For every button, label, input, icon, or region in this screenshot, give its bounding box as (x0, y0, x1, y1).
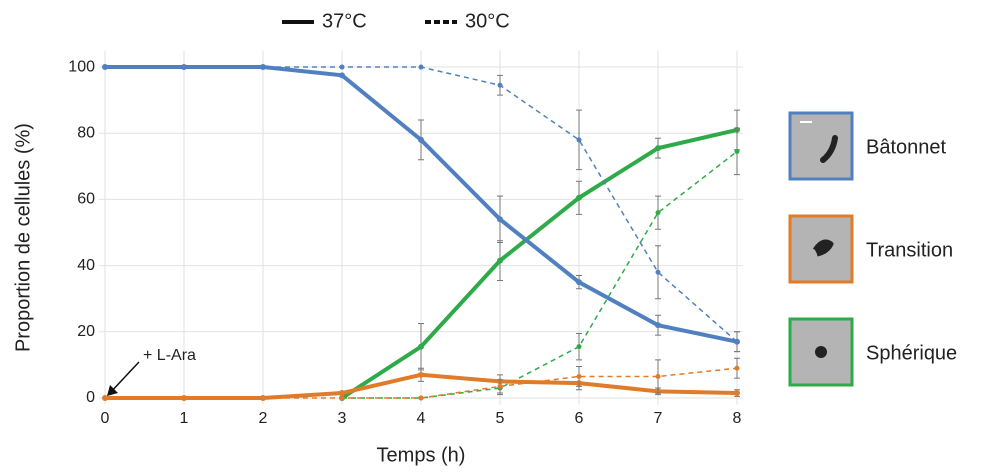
x-tick-label: 5 (496, 410, 505, 427)
line (340, 127, 738, 400)
cell-shape (815, 346, 827, 358)
x-tick-label: 2 (259, 410, 268, 427)
line (342, 150, 738, 399)
point (260, 395, 266, 401)
legend-label: 30°C (465, 10, 510, 32)
point (497, 383, 503, 389)
x-tick-label: 6 (575, 410, 584, 427)
legend-image-frame (788, 111, 854, 181)
x-tick-label: 3 (338, 410, 347, 427)
point (418, 343, 424, 350)
point (734, 365, 740, 371)
point (576, 373, 582, 379)
point (655, 373, 661, 379)
x-tick-label: 1 (180, 410, 189, 427)
point (734, 390, 740, 397)
y-tick-label: 20 (77, 323, 95, 340)
point (655, 269, 661, 275)
y-tick-label: 60 (77, 191, 95, 208)
x-tick-label: 0 (101, 410, 110, 427)
y-tick-label: 40 (77, 257, 95, 274)
series-line (339, 109, 740, 401)
point (655, 210, 661, 216)
y-tick-label: 80 (77, 124, 95, 141)
x-tick-label: 7 (654, 410, 663, 427)
legend-label: Sphérique (866, 342, 957, 364)
point (418, 136, 424, 143)
x-axis-label: Temps (h) (377, 444, 466, 466)
point (734, 339, 740, 345)
point (339, 395, 345, 401)
point (734, 148, 740, 154)
point (655, 322, 661, 329)
point (418, 64, 424, 70)
series-line (102, 64, 740, 353)
annotation: + L-Ara (143, 347, 196, 364)
point (576, 344, 582, 350)
point (102, 395, 108, 401)
y-tick-label: 100 (68, 58, 95, 75)
y-axis-label: Proportion de cellules (%) (12, 123, 34, 352)
cell-shape (812, 239, 834, 257)
point (576, 279, 582, 286)
point (497, 257, 503, 264)
annotation-arrow (108, 361, 140, 395)
point (260, 64, 266, 70)
legend-label: Transition (866, 239, 953, 261)
x-tick-label: 8 (733, 410, 742, 427)
cell-shape (820, 135, 838, 163)
legend-label: 37°C (322, 10, 367, 32)
annotation-arrowhead (107, 384, 118, 396)
point (655, 145, 661, 152)
point (102, 64, 108, 70)
point (339, 64, 345, 70)
series-line (102, 357, 740, 401)
x-tick-label: 4 (417, 410, 426, 427)
point (497, 216, 503, 223)
point (497, 82, 503, 88)
legend-label: Bâtonnet (866, 136, 947, 158)
point (576, 137, 582, 143)
y-tick-label: 0 (86, 389, 95, 406)
point (181, 395, 187, 401)
point (339, 390, 345, 397)
point (181, 64, 187, 70)
point (339, 72, 345, 79)
point (576, 194, 582, 201)
point (418, 371, 424, 378)
point (418, 395, 424, 401)
